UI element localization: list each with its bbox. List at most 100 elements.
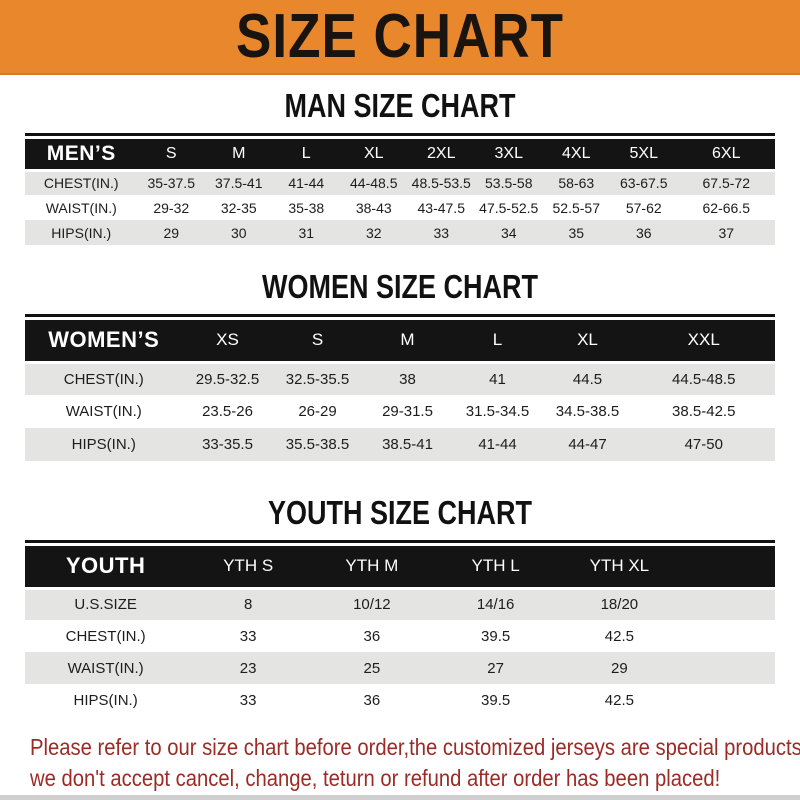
column-header: XS: [182, 320, 273, 364]
youth-section: YOUTH SIZE CHART YOUTH YTH S YTH M YTH L YTH…: [0, 494, 800, 716]
men-table-wrap: MEN’S S M L XL 2XL 3XL 4XL 5XL 6XL CHEST(IN.) 35-37…: [25, 133, 775, 245]
size-value-cell: 29-31.5: [382, 403, 433, 420]
size-value-cell: 34.5-38.5: [555, 403, 620, 420]
column-header: 4XL: [542, 139, 610, 172]
row-label: WAIST(IN.): [65, 403, 142, 420]
size-value-cell: 29: [163, 224, 180, 241]
blank-header-cell: [681, 546, 775, 590]
size-value-cell: 35: [568, 224, 585, 241]
header-row: MEN’S S M L XL 2XL 3XL 4XL 5XL 6XL: [25, 139, 775, 172]
column-header: 3XL: [475, 139, 543, 172]
size-value-cell: 44-47: [568, 436, 607, 453]
size-value-cell: 30: [230, 224, 247, 241]
size-value-cell: 47-50: [684, 436, 723, 453]
size-value-cell: 36: [635, 224, 652, 241]
size-value-cell: 43-47.5: [417, 199, 465, 216]
size-value-cell: 44-48.5: [350, 175, 398, 192]
row-label: CHEST(IN.): [65, 627, 146, 645]
table-row: CHEST(IN.) 29.5-32.5 32.5-35.5 38 41 44.5 44.5…: [25, 362, 775, 395]
size-value-cell: 26-29: [298, 403, 337, 420]
size-value-cell: 41-44: [478, 436, 517, 453]
size-value-cell: 35.5-38.5: [285, 436, 350, 453]
size-value-cell: 29: [611, 659, 628, 677]
column-header: 5XL: [610, 139, 678, 172]
size-value-cell: 33: [239, 691, 257, 709]
row-label: WAIST(IN.): [67, 659, 144, 677]
size-value-cell: 39.5: [481, 627, 511, 645]
size-value-cell: 35-38: [288, 199, 325, 216]
size-value-cell: 57-62: [625, 199, 662, 216]
size-value-cell: 38.5-41: [382, 436, 433, 453]
size-value-cell: 32-35: [220, 199, 257, 216]
size-value-cell: 14/16: [476, 596, 515, 614]
row-label: CHEST(IN.): [63, 370, 144, 388]
column-header: L: [272, 139, 340, 172]
blank-cell: [681, 684, 775, 716]
size-value-cell: 48.5-53.5: [411, 175, 471, 192]
header-row: WOMEN’S XS S M L XL XXL: [25, 320, 775, 364]
size-value-cell: 53.5-58: [485, 175, 533, 192]
size-value-cell: 36: [363, 691, 381, 709]
women-size-table: WOMEN’S XS S M L XL XXL CHEST(IN.) 29.5-32.5 32.5…: [25, 320, 775, 461]
table-title-cell: WOMEN’S: [25, 320, 183, 364]
youth-table-wrap: YOUTH YTH S YTH M YTH L YTH XL U.S.SIZE 8 10/12…: [25, 540, 775, 716]
table-row: U.S.SIZE 8 10/12 14/16 18/20: [25, 588, 775, 620]
bottom-edge-strip: [0, 795, 800, 800]
column-header: L: [452, 320, 543, 364]
row-label: HIPS(IN.): [71, 436, 136, 453]
size-value-cell: 37.5-41: [215, 175, 263, 192]
size-value-cell: 31: [298, 224, 315, 241]
size-value-cell: 38-43: [355, 199, 392, 216]
size-value-cell: 31.5-34.5: [465, 403, 530, 420]
size-value-cell: 33: [433, 224, 450, 241]
column-header: 2XL: [407, 139, 475, 172]
size-value-cell: 47.5-52.5: [479, 199, 539, 216]
size-value-cell: 32: [365, 224, 382, 241]
size-value-cell: 33: [239, 627, 257, 645]
size-value-cell: 41: [489, 370, 506, 388]
disclaimer-line-2: we don't accept cancel, change, teturn o…: [30, 765, 721, 791]
size-value-cell: 8: [243, 596, 253, 614]
size-value-cell: 29.5-32.5: [195, 370, 260, 388]
size-value-cell: 44.5: [572, 370, 603, 388]
size-value-cell: 25: [363, 659, 381, 677]
column-header: XL: [542, 320, 633, 364]
size-value-cell: 63-67.5: [620, 175, 668, 192]
youth-section-heading: YOUTH SIZE CHART: [267, 494, 532, 532]
size-chart-banner: SIZE CHART: [0, 0, 800, 75]
row-label: HIPS(IN.): [73, 691, 138, 709]
row-label: U.S.SIZE: [74, 596, 137, 614]
size-value-cell: 44.5-48.5: [672, 370, 736, 388]
size-value-cell: 38: [399, 370, 416, 388]
column-header: YTH M: [310, 546, 434, 590]
column-header: S: [272, 320, 363, 364]
size-value-cell: 29-32: [153, 199, 190, 216]
size-value-cell: 37: [718, 224, 735, 241]
size-value-cell: 10/12: [353, 596, 391, 614]
women-table-wrap: WOMEN’S XS S M L XL XXL CHEST(IN.) 29.5-32.5 32.5…: [25, 314, 775, 461]
size-value-cell: 27: [487, 659, 504, 677]
disclaimer-note: Please refer to our size chart before or…: [30, 732, 800, 794]
table-row: CHEST(IN.) 33 36 39.5 42.5: [25, 620, 775, 652]
size-value-cell: 33-35.5: [202, 436, 253, 453]
size-value-cell: 23.5-26: [202, 403, 253, 420]
size-value-cell: 41-44: [288, 175, 325, 192]
table-row: CHEST(IN.) 35-37.5 37.5-41 41-44 44-48.5 48.5…: [25, 170, 775, 195]
table-row: HIPS(IN.) 33-35.5 35.5-38.5 38.5-41 41-44 44-…: [25, 428, 775, 461]
column-header: YTH S: [186, 546, 310, 590]
youth-size-table: YOUTH YTH S YTH M YTH L YTH XL U.S.SIZE 8 10/12…: [25, 546, 775, 716]
column-header: M: [362, 320, 453, 364]
blank-cell: [681, 588, 775, 620]
disclaimer-line-1: Please refer to our size chart before or…: [30, 734, 800, 760]
column-header: XXL: [632, 320, 775, 364]
size-value-cell: 42.5: [604, 627, 634, 645]
size-value-cell: 38.5-42.5: [672, 403, 736, 420]
column-header: YTH XL: [557, 546, 682, 590]
table-row: WAIST(IN.) 23 25 27 29: [25, 652, 775, 684]
column-header: M: [205, 139, 273, 172]
men-size-table: MEN’S S M L XL 2XL 3XL 4XL 5XL 6XL CHEST(IN.) 35-37…: [25, 139, 775, 245]
table-row: HIPS(IN.) 29 30 31 32 33 34 35 36 37: [25, 220, 775, 245]
size-value-cell: 39.5: [481, 691, 511, 709]
size-value-cell: 18/20: [600, 596, 639, 614]
size-value-cell: 36: [363, 627, 381, 645]
